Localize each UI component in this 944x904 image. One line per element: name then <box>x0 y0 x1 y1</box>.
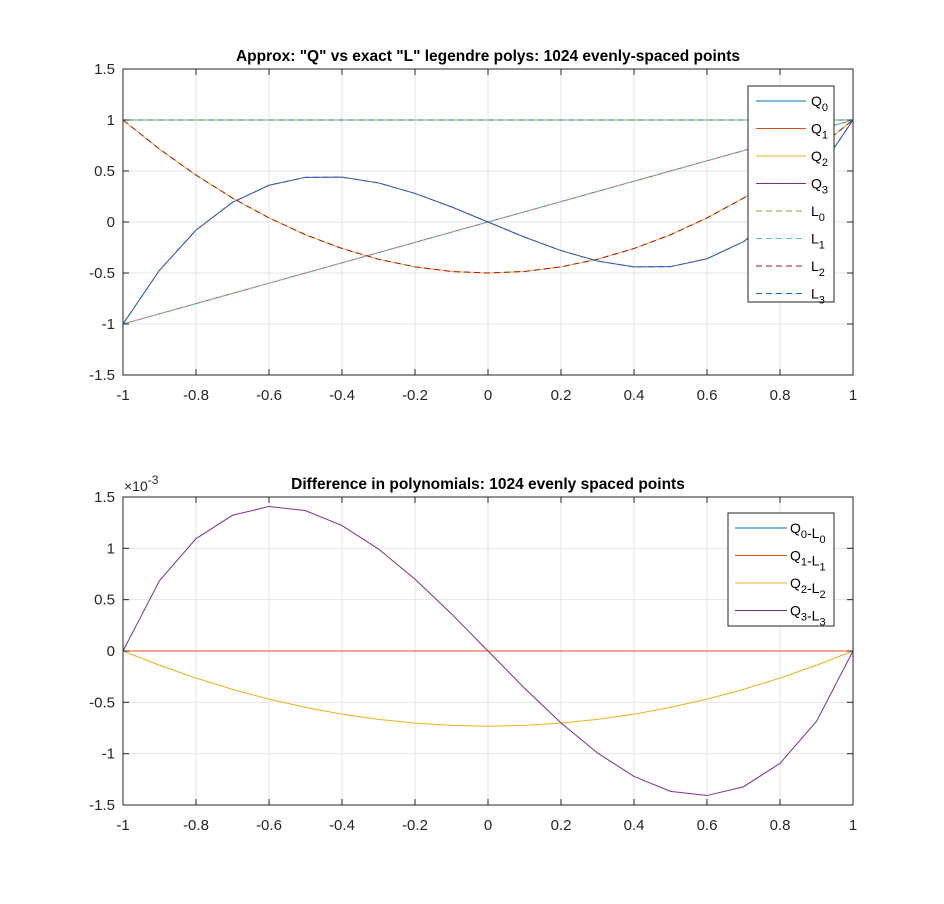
x-tick-label: -1 <box>116 387 129 404</box>
legend-box <box>727 512 835 627</box>
series-line-7 <box>122 119 854 274</box>
chart-title: Approx: "Q" vs exact "L" legendre polys:… <box>236 48 740 65</box>
x-tick-label: -0.2 <box>402 817 428 834</box>
series-line-4 <box>122 505 854 797</box>
x-tick-label: 0.4 <box>624 387 645 404</box>
x-tick-label: -0.6 <box>256 817 282 834</box>
y-tick-label: 0.5 <box>94 163 115 180</box>
y-tick-label: -1.5 <box>89 797 115 814</box>
series-line-6 <box>122 119 854 325</box>
y-tick-label: 1.5 <box>94 489 115 506</box>
y-tick-label: -1.5 <box>89 367 115 384</box>
x-tick-label: -1 <box>116 817 129 834</box>
x-tick-label: 0.2 <box>551 817 572 834</box>
x-tick-label: -0.4 <box>329 387 355 404</box>
y-tick-label: -0.5 <box>89 694 115 711</box>
x-tick-label: -0.2 <box>402 387 428 404</box>
x-tick-label: 0.6 <box>697 817 718 834</box>
series-line-8 <box>122 119 854 325</box>
y-exponent-label: ×10-3 <box>124 473 159 494</box>
chart-title: Difference in polynomials: 1024 evenly s… <box>291 476 685 493</box>
x-tick-label: -0.8 <box>183 387 209 404</box>
x-tick-label: 0.8 <box>770 387 791 404</box>
x-tick-label: 0.6 <box>697 387 718 404</box>
x-tick-label: 1 <box>849 387 857 404</box>
y-tick-label: -1 <box>102 316 115 333</box>
x-tick-label: 1 <box>849 817 857 834</box>
x-tick-label: 0.2 <box>551 387 572 404</box>
x-tick-label: -0.4 <box>329 817 355 834</box>
legend-box <box>747 85 835 303</box>
x-tick-label: 0.4 <box>624 817 645 834</box>
x-tick-label: 0 <box>484 817 492 834</box>
y-tick-label: 1 <box>107 112 115 129</box>
y-tick-label: 0.5 <box>94 592 115 609</box>
chart-1: -1 -0.8 -0.6 -0.4 -0.2 0 0.2 0.4 0.6 0.8 1-1.5-1-0… <box>89 48 857 404</box>
series-line-3 <box>122 650 854 727</box>
y-tick-label: 0 <box>107 643 115 660</box>
y-tick-label: -0.5 <box>89 265 115 282</box>
chart-2: -1 -0.8 -0.6 -0.4 -0.2 0 0.2 0.4 0.6 0.8 1-1.5-1-0… <box>89 473 857 834</box>
y-tick-label: 1.5 <box>94 61 115 78</box>
y-tick-label: -1 <box>102 746 115 763</box>
x-tick-label: 0.8 <box>770 817 791 834</box>
x-tick-label: 0 <box>484 387 492 404</box>
y-tick-label: 1 <box>107 540 115 557</box>
y-tick-label: 0 <box>107 214 115 231</box>
x-tick-label: -0.6 <box>256 387 282 404</box>
x-tick-label: -0.8 <box>183 817 209 834</box>
